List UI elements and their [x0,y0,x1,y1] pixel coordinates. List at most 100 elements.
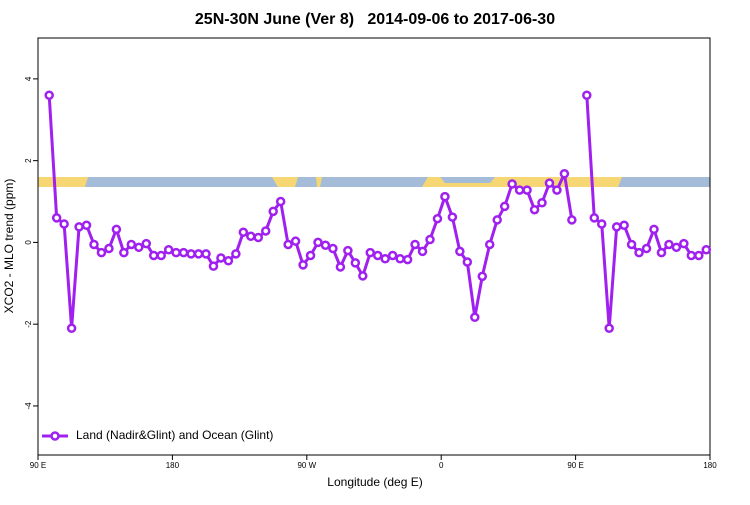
x-tick-label: 180 [166,461,180,470]
data-point [208,261,219,271]
x-tick-label: 90 E [30,461,46,470]
data-point [96,247,107,258]
data-point [634,247,644,258]
data-point [484,239,495,250]
data-point [567,215,577,225]
data-point [305,250,316,261]
data-point [395,254,405,264]
data-point [589,213,600,223]
y-tick-label: 0 [24,240,33,245]
data-point [514,185,525,195]
data-point [656,247,667,258]
data-point [89,239,99,250]
data-point [186,249,196,259]
data-point [59,219,69,229]
data-point [604,323,614,334]
data-point [425,234,435,245]
x-tick-label: 90 E [567,461,583,470]
data-point [410,239,420,250]
data-point [358,271,368,281]
data-point [260,226,271,236]
data-point [402,254,413,265]
data-point [223,256,234,266]
data-point [246,231,256,242]
x-tick-label: 0 [439,461,444,470]
data-point [268,206,278,217]
data-point [619,220,629,230]
data-point [104,243,114,254]
data-point [492,215,502,225]
land-band [272,177,298,187]
data-point [313,237,323,248]
data-point [626,239,637,250]
data-point [387,250,398,261]
data-point [365,247,376,258]
data-point [537,198,547,208]
x-axis-label: Longitude (deg E) [327,475,422,489]
data-point [171,247,181,258]
y-tick-label: 2 [24,158,33,163]
plot-frame [37,37,711,456]
data-point [44,90,54,100]
data-point [559,168,570,179]
data-point [238,227,249,237]
data-point [611,222,622,232]
y-tick-label: 4 [24,76,33,81]
data-point [544,178,555,188]
ocean-band [440,177,495,183]
data-point [440,191,450,202]
data-point [335,262,346,272]
data-point [66,323,77,334]
data-point [119,247,129,258]
legend-marker [50,431,60,441]
data-point [649,224,659,235]
data-point [701,245,712,255]
data-point [126,239,137,250]
data-point [694,250,704,261]
data-point [447,212,458,222]
data-point [686,250,697,261]
data-point [283,239,293,250]
data-point [462,257,473,267]
data-point [552,185,562,195]
chart-title: 25N-30N June (Ver 8) 2014-09-06 to 2017-… [195,11,555,28]
data-point [178,247,189,258]
data-point [275,196,286,207]
y-axis-label: XCO2 - MLO trend (ppm) [2,179,16,314]
data-point [529,204,540,215]
data-point [298,260,308,270]
data-point [380,254,390,264]
data-point [417,246,428,257]
data-point [216,253,226,263]
data-point [74,222,84,232]
data-point [290,236,301,246]
data-point [328,243,338,254]
data-point [141,238,152,249]
y-tick-label: -4 [24,402,33,410]
surface-band [38,177,710,187]
legend-label: Land (Nadir&Glint) and Ocean (Glint) [76,428,273,442]
ocean-band [38,177,710,187]
data-point [231,249,241,259]
land-band [316,177,322,187]
data-point [350,258,361,268]
x-tick-label: 180 [703,461,717,470]
data-point [507,179,517,189]
data-point [51,213,62,223]
data-point [193,249,204,259]
data-point [596,219,607,229]
data-point [641,243,652,254]
data-point [432,213,443,224]
data-point [477,271,488,282]
data-point [253,232,264,243]
data-point [522,185,532,195]
data-point [343,245,353,256]
land-band [38,177,88,187]
data-point [201,249,211,259]
data-point [372,250,383,261]
data-point [582,90,592,100]
data-point [499,201,510,212]
data-point [81,220,92,230]
data-point [320,240,331,251]
data-point [671,242,682,253]
